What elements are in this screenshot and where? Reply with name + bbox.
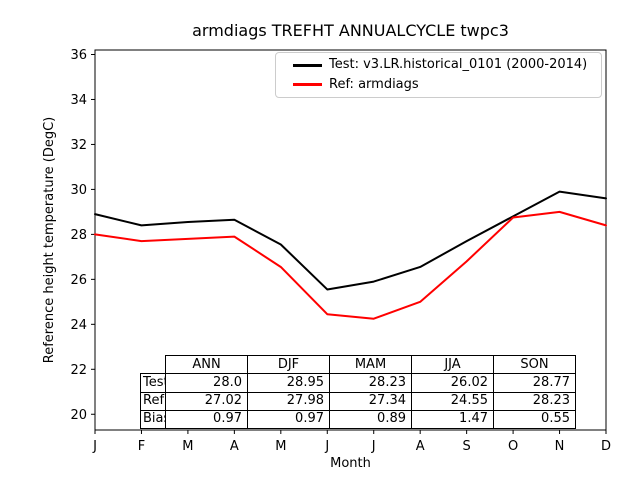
table-cell: 28.23 [493,391,576,411]
x-tick-label: A [416,439,425,454]
x-tick-label: S [463,439,471,454]
ref-line-sample [293,83,322,86]
legend-item-ref: Ref: armdiags [276,76,601,94]
table-header-cell: MAM [329,355,412,375]
chart-title: armdiags TREFHT ANNUALCYCLE twpc3 [192,21,509,40]
table-cell: 0.89 [329,409,412,429]
x-tick-label: J [324,439,329,454]
legend-item-test: Test: v3.LR.historical_0101 (2000-2014) [276,56,601,74]
x-tick-label: J [371,439,376,454]
y-tick-label: 22 [70,363,87,378]
x-tick-label: J [92,439,97,454]
y-tick-label: 20 [70,408,87,423]
table-header-cell: ANN [165,355,248,375]
series-line-test [94,190,607,291]
table-cell: 0.55 [493,409,576,429]
table-cell: 28.0 [165,373,248,393]
y-tick-label: 36 [70,48,87,63]
test-line-sample [293,64,322,67]
table-cell: 1.47 [411,409,494,429]
legend: Test: v3.LR.historical_0101 (2000-2014) … [275,52,602,98]
table-cell: 27.02 [165,391,248,411]
x-axis-label: Month [330,456,371,471]
table-cell: 27.34 [329,391,412,411]
y-tick-label: 28 [70,228,87,243]
table-cell: 24.55 [411,391,494,411]
table-cell: 28.23 [329,373,412,393]
x-tick-label: F [138,439,145,454]
x-tick-label: A [230,439,239,454]
axes-frame [94,49,607,431]
series-line-ref [94,210,607,320]
y-tick-label: 30 [70,183,87,198]
y-tick-label: 24 [70,318,87,333]
table-row-label: Bias [140,409,166,429]
table-cell: 27.98 [247,391,330,411]
table-row-label: Test [140,373,166,393]
table-cell: 28.77 [493,373,576,393]
x-tick-label: M [182,439,193,454]
table-header-cell: DJF [247,355,330,375]
table-cell: 28.95 [247,373,330,393]
y-tick-label: 26 [70,273,87,288]
table-header-cell: JJA [411,355,494,375]
x-tick-label: O [508,439,518,454]
x-tick-label: M [275,439,286,454]
x-tick-label: N [555,439,565,454]
y-axis-label: Reference height temperature (DegC) [42,116,57,364]
y-tick-label: 32 [70,138,87,153]
table-cell: 0.97 [247,409,330,429]
table-header-cell: SON [493,355,576,375]
table-row-label: Ref [140,391,166,411]
y-tick-label: 34 [70,93,87,108]
legend-label-test: Test: v3.LR.historical_0101 (2000-2014) [329,57,588,73]
x-tick-label: D [601,439,611,454]
legend-label-ref: Ref: armdiags [329,76,419,92]
table-cell: 26.02 [411,373,494,393]
table-cell: 0.97 [165,409,248,429]
